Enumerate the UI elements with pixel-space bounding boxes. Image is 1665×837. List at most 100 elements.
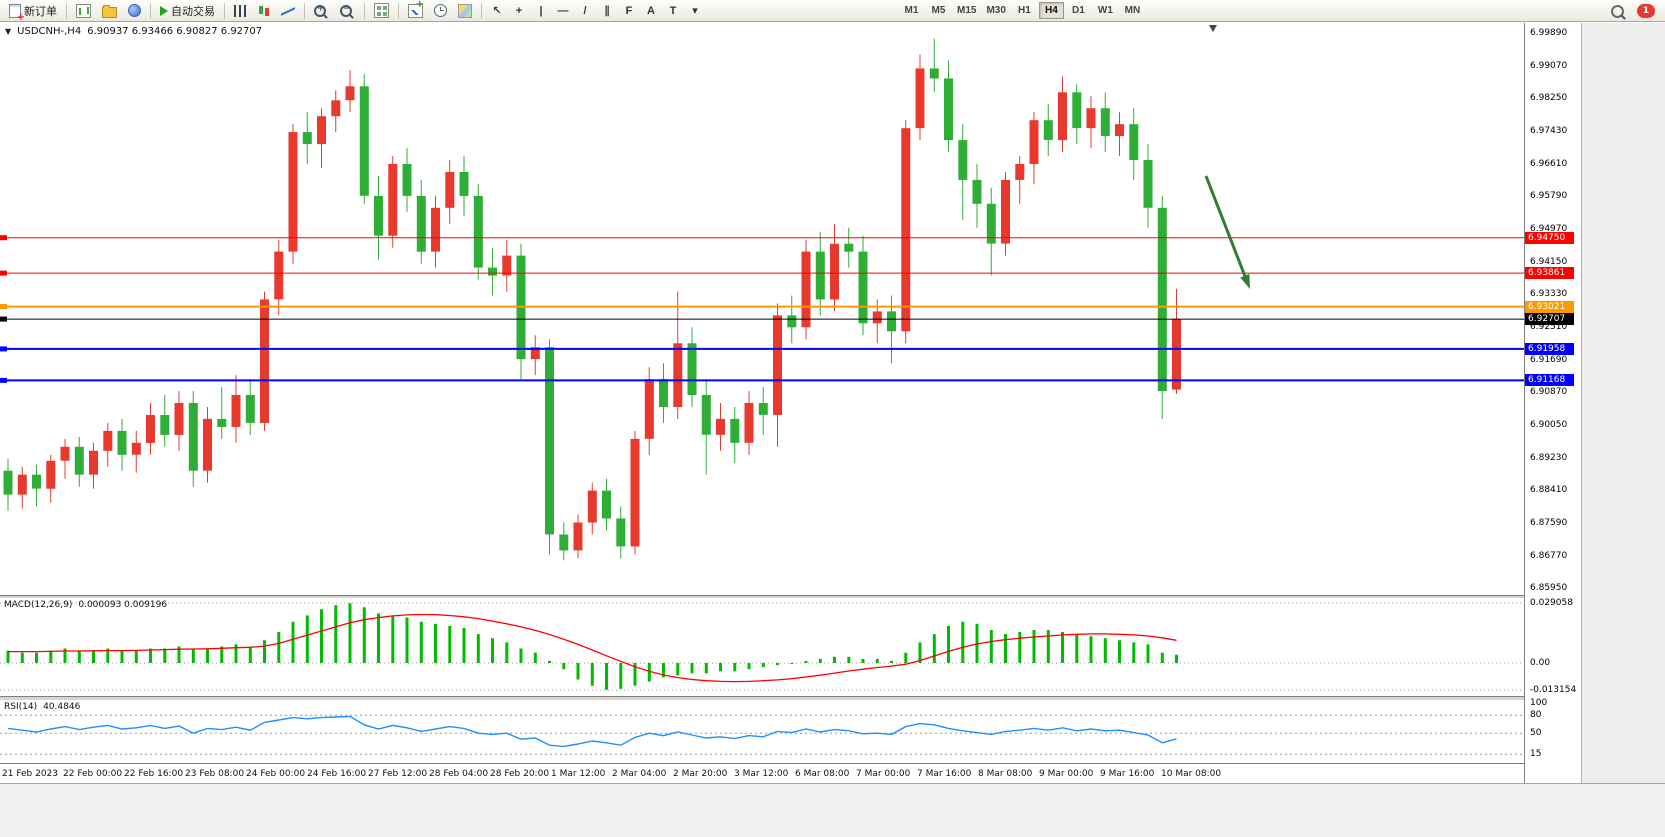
profiles-button[interactable] <box>97 1 122 20</box>
bar-chart-button[interactable] <box>229 1 251 20</box>
timeframe-w1[interactable]: W1 <box>1093 2 1118 19</box>
horizontal-line-tool-button[interactable]: — <box>552 1 574 20</box>
zoom-in-button[interactable] <box>309 1 334 20</box>
time-axis-label: 2 Mar 20:00 <box>673 769 728 779</box>
annotation-arrow-head <box>1240 274 1250 289</box>
price-tag-6.92707: 6.92707 <box>1525 313 1574 325</box>
new-order-button[interactable]: 新订单 <box>4 1 62 23</box>
zoom-in-icon <box>314 5 326 17</box>
zoom-out-icon <box>340 5 352 17</box>
indicators-button[interactable] <box>403 0 428 20</box>
macd-axis-label: -0.013154 <box>1530 685 1577 696</box>
candlestick-series <box>3 38 1181 561</box>
fibonacci-tool-button[interactable]: F <box>618 1 640 20</box>
right-gutter <box>1581 23 1665 783</box>
search-icon[interactable] <box>1611 4 1624 18</box>
tile-windows-icon <box>374 3 389 18</box>
timeframe-d1[interactable]: D1 <box>1066 2 1091 19</box>
timeframe-m15[interactable]: M15 <box>953 2 980 19</box>
drawing-tools-toolbar: ↖ + | — / ∥ F A T ▾ <box>486 1 706 20</box>
chart-title: ▼ USDCNH-,H4 6.90937 6.93466 6.90827 6.9… <box>5 26 262 37</box>
autotrading-play-icon <box>160 5 168 16</box>
rsi-axis-label: 50 <box>1530 728 1542 739</box>
candlestick-chart-icon <box>257 4 270 17</box>
hline-left-marker <box>0 270 7 276</box>
time-axis[interactable]: 21 Feb 2023 22 Feb 00:00 22 Feb 16:00 23 Fe… <box>0 764 1524 783</box>
timeframe-toolbar: M1 M5 M15 M30 H1 H4 D1 W1 MN <box>898 2 1146 19</box>
timeframe-m5[interactable]: M5 <box>926 2 951 19</box>
timeframe-h1[interactable]: H1 <box>1012 2 1037 19</box>
periods-clock-icon <box>434 4 447 17</box>
macd-signal-line <box>8 613 1177 683</box>
toolbar-separator <box>304 2 305 19</box>
time-axis-label: 6 Mar 08:00 <box>795 769 850 779</box>
price-axis-label: 6.99070 <box>1530 60 1568 71</box>
price-axis-label: 6.98250 <box>1530 93 1568 104</box>
main-toolbar: 新订单 自动交易 ↖+|—/∥FAT▾ M1M5M15M30H1H4D1W1MN… <box>0 0 1665 23</box>
time-axis-label: 9 Mar 16:00 <box>1100 769 1155 779</box>
cursor-tool-button[interactable]: ↖ <box>486 1 508 20</box>
panel-splitter[interactable] <box>0 697 1581 700</box>
time-axis-label: 10 Mar 08:00 <box>1161 769 1222 779</box>
price-axis-label: 6.93330 <box>1530 289 1568 300</box>
time-axis-label: 22 Feb 16:00 <box>124 769 184 779</box>
panel-splitter[interactable] <box>0 596 1581 598</box>
periods-button[interactable] <box>429 1 452 20</box>
time-axis-label: 24 Feb 00:00 <box>246 769 306 779</box>
equidistant-channel-tool-button[interactable]: ∥ <box>596 1 618 20</box>
hline-left-marker <box>0 316 7 322</box>
time-axis-label: 28 Feb 04:00 <box>429 769 489 779</box>
indicators-icon <box>408 0 424 18</box>
collapse-panel-icon[interactable]: ▼ <box>5 27 12 36</box>
new-chart-button[interactable] <box>71 1 96 20</box>
hline-left-marker <box>0 377 7 383</box>
new-chart-icon <box>76 3 91 18</box>
annotation-arrow[interactable] <box>1204 175 1249 282</box>
rsi-line <box>7 715 1177 748</box>
arrows-tool-button[interactable]: ▾ <box>684 1 706 20</box>
zoom-out-button[interactable] <box>335 1 360 20</box>
crosshair-tool-button[interactable]: + <box>508 1 530 20</box>
timeframe-h4[interactable]: H4 <box>1038 2 1064 19</box>
price-axis-label: 6.94970 <box>1530 223 1568 234</box>
time-axis-label: 22 Feb 00:00 <box>63 769 123 779</box>
price-axis-label: 6.88410 <box>1530 485 1568 496</box>
tile-windows-button[interactable] <box>369 1 394 20</box>
templates-button[interactable] <box>453 1 477 20</box>
price-axis-label: 6.97430 <box>1530 125 1568 136</box>
templates-icon <box>458 3 472 18</box>
text-label-tool-button[interactable]: T <box>662 1 684 20</box>
price-tag-6.91958: 6.91958 <box>1525 343 1574 355</box>
candlestick-chart-button[interactable] <box>252 1 275 20</box>
time-axis-label: 28 Feb 20:00 <box>490 769 550 779</box>
time-axis-label: 2 Mar 04:00 <box>612 769 667 779</box>
autotrading-button[interactable]: 自动交易 <box>155 1 220 20</box>
timeframe-m30[interactable]: M30 <box>982 2 1009 19</box>
market-watch-button[interactable] <box>123 1 146 20</box>
price-axis-label: 6.95790 <box>1530 191 1568 202</box>
chart-shift-marker[interactable] <box>1209 25 1217 32</box>
time-axis-label: 8 Mar 08:00 <box>978 769 1033 779</box>
text-tool-button[interactable]: A <box>640 1 662 20</box>
timeframe-mn[interactable]: MN <box>1120 2 1145 19</box>
macd-name: MACD(12,26,9) <box>4 600 73 610</box>
line-chart-icon <box>281 4 295 17</box>
notification-badge[interactable]: 1 <box>1637 3 1655 18</box>
price-scale[interactable]: 6.99890 6.99070 6.98250 6.97430 6.96610 6.957… <box>1524 23 1581 783</box>
time-axis-label: 23 Feb 08:00 <box>185 769 245 779</box>
time-axis-label: 27 Feb 12:00 <box>368 769 428 779</box>
price-tag-6.93021: 6.93021 <box>1525 301 1574 313</box>
rsi-chart-canvas[interactable] <box>0 700 1524 764</box>
vertical-line-tool-button[interactable]: | <box>530 1 552 20</box>
time-axis-label: 21 Feb 2023 <box>2 769 59 779</box>
trendline-tool-button[interactable]: / <box>574 1 596 20</box>
line-chart-button[interactable] <box>276 1 300 20</box>
price-chart-canvas[interactable] <box>0 23 1524 596</box>
price-axis-label: 6.89230 <box>1530 452 1568 463</box>
macd-chart-canvas[interactable] <box>0 598 1524 697</box>
hline-left-marker <box>0 304 7 310</box>
hline-left-marker <box>0 346 7 352</box>
time-axis-label: 9 Mar 00:00 <box>1039 769 1094 779</box>
timeframe-m1[interactable]: M1 <box>899 2 924 19</box>
